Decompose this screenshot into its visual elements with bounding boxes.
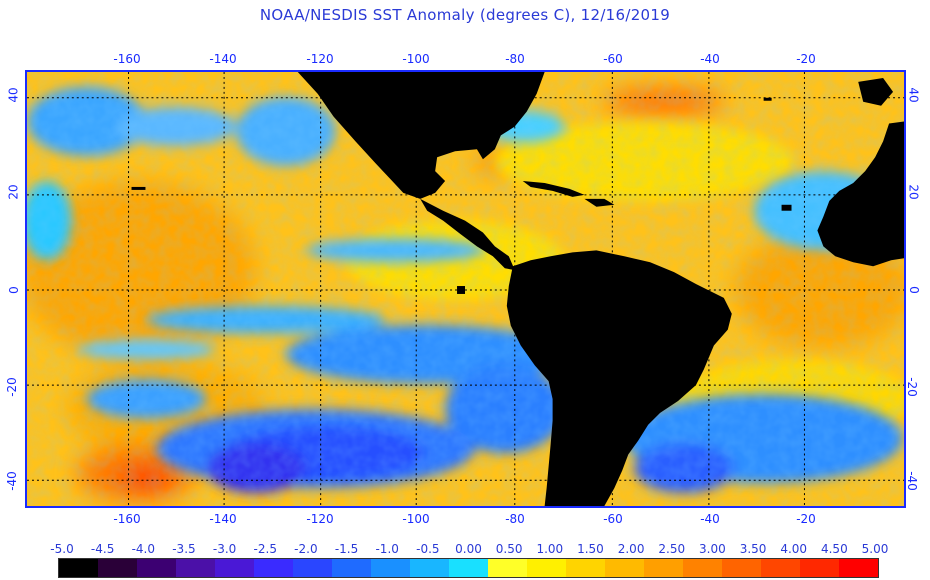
legend-label: 4.00 xyxy=(780,542,808,556)
legend-swatch xyxy=(605,559,644,577)
lon-tick: -120 xyxy=(306,52,334,66)
legend-label: -1.5 xyxy=(334,542,359,556)
legend-swatch xyxy=(527,559,566,577)
legend-swatch xyxy=(254,559,293,577)
legend-label: -3.0 xyxy=(212,542,237,556)
legend-label: 3.00 xyxy=(699,542,726,556)
legend-label: -4.0 xyxy=(131,542,156,556)
lon-tick: -80 xyxy=(505,512,525,526)
africa-europe xyxy=(817,72,904,267)
north-america xyxy=(297,72,545,199)
lat-tick: 40 xyxy=(6,87,21,103)
legend-swatch xyxy=(137,559,176,577)
lon-tick: -140 xyxy=(209,52,237,66)
lon-tick: -80 xyxy=(505,52,525,66)
legend-swatch xyxy=(371,559,410,577)
lon-tick: -60 xyxy=(603,512,623,526)
legend-label: 0.00 xyxy=(455,542,482,556)
graticule xyxy=(27,72,904,506)
lon-tick: -100 xyxy=(402,512,430,526)
lat-tick: -20 xyxy=(904,377,919,397)
legend-label: -2.5 xyxy=(253,542,277,556)
legend-label: 1.00 xyxy=(536,542,564,556)
legend-label: -5.0 xyxy=(50,542,74,556)
legend-swatch xyxy=(293,559,332,577)
legend-swatch xyxy=(215,559,254,577)
lon-tick: -40 xyxy=(700,52,720,66)
cuba xyxy=(522,180,585,197)
legend-swatch xyxy=(683,559,722,577)
legend-swatch xyxy=(332,559,371,577)
legend-label: -0.5 xyxy=(416,542,440,556)
lon-tick: -120 xyxy=(306,512,334,526)
legend-label: -1.0 xyxy=(375,542,399,556)
island xyxy=(131,186,146,190)
lon-tick: -60 xyxy=(603,52,623,66)
lon-tick: -160 xyxy=(113,512,141,526)
legend-swatch xyxy=(98,559,137,577)
map-canvas xyxy=(27,72,904,506)
central-america xyxy=(420,198,515,271)
lat-tick: 0 xyxy=(906,286,921,294)
legend-swatch xyxy=(59,559,98,577)
legend-swatch xyxy=(800,559,839,577)
lat-tick: 20 xyxy=(6,184,21,200)
island xyxy=(763,97,772,101)
land xyxy=(131,72,904,506)
legend-label: 1.50 xyxy=(577,542,604,556)
lat-tick: -20 xyxy=(4,377,19,397)
lon-tick: -40 xyxy=(700,512,720,526)
legend-label: -2.0 xyxy=(294,542,318,556)
legend-label: 2.00 xyxy=(617,542,645,556)
legend-label: 5.00 xyxy=(861,542,889,556)
lat-tick: 20 xyxy=(906,184,921,200)
legend-swatch xyxy=(449,559,488,577)
lon-tick: -100 xyxy=(402,52,430,66)
legend-label: -3.5 xyxy=(172,542,196,556)
iberia xyxy=(858,77,894,106)
color-legend xyxy=(58,558,879,578)
legend-swatch xyxy=(722,559,761,577)
legend-label: 0.50 xyxy=(495,542,523,556)
south-america xyxy=(506,250,732,506)
legend-swatch xyxy=(488,559,527,577)
sst-anomaly-map xyxy=(25,70,906,508)
legend-label: 2.50 xyxy=(658,542,686,556)
hispaniola xyxy=(584,198,615,207)
lon-tick: -20 xyxy=(796,512,816,526)
lon-tick: -20 xyxy=(796,52,816,66)
legend-swatch xyxy=(566,559,605,577)
lat-tick: -40 xyxy=(904,471,919,491)
legend-swatch xyxy=(410,559,449,577)
lat-tick: -40 xyxy=(4,471,19,491)
lon-tick: -160 xyxy=(113,52,141,66)
legend-swatch xyxy=(644,559,683,577)
legend-swatch xyxy=(761,559,800,577)
lat-tick: 0 xyxy=(6,286,21,294)
legend-label: 4.50 xyxy=(820,542,848,556)
legend-labels: -5.0 -4.5 -4.0 -3.5 -3.0 -2.5 -2.0 -1.5 -1.0 -0.5… xyxy=(0,542,930,558)
legend-swatch xyxy=(839,559,878,577)
island xyxy=(781,204,792,211)
lon-tick: -140 xyxy=(209,512,237,526)
map-title: NOAA/NESDIS SST Anomaly (degrees C), 12/… xyxy=(259,6,671,24)
legend-label: -4.5 xyxy=(90,542,115,556)
legend-swatch xyxy=(176,559,215,577)
lat-tick: 40 xyxy=(906,87,921,103)
legend-label: 3.50 xyxy=(739,542,767,556)
